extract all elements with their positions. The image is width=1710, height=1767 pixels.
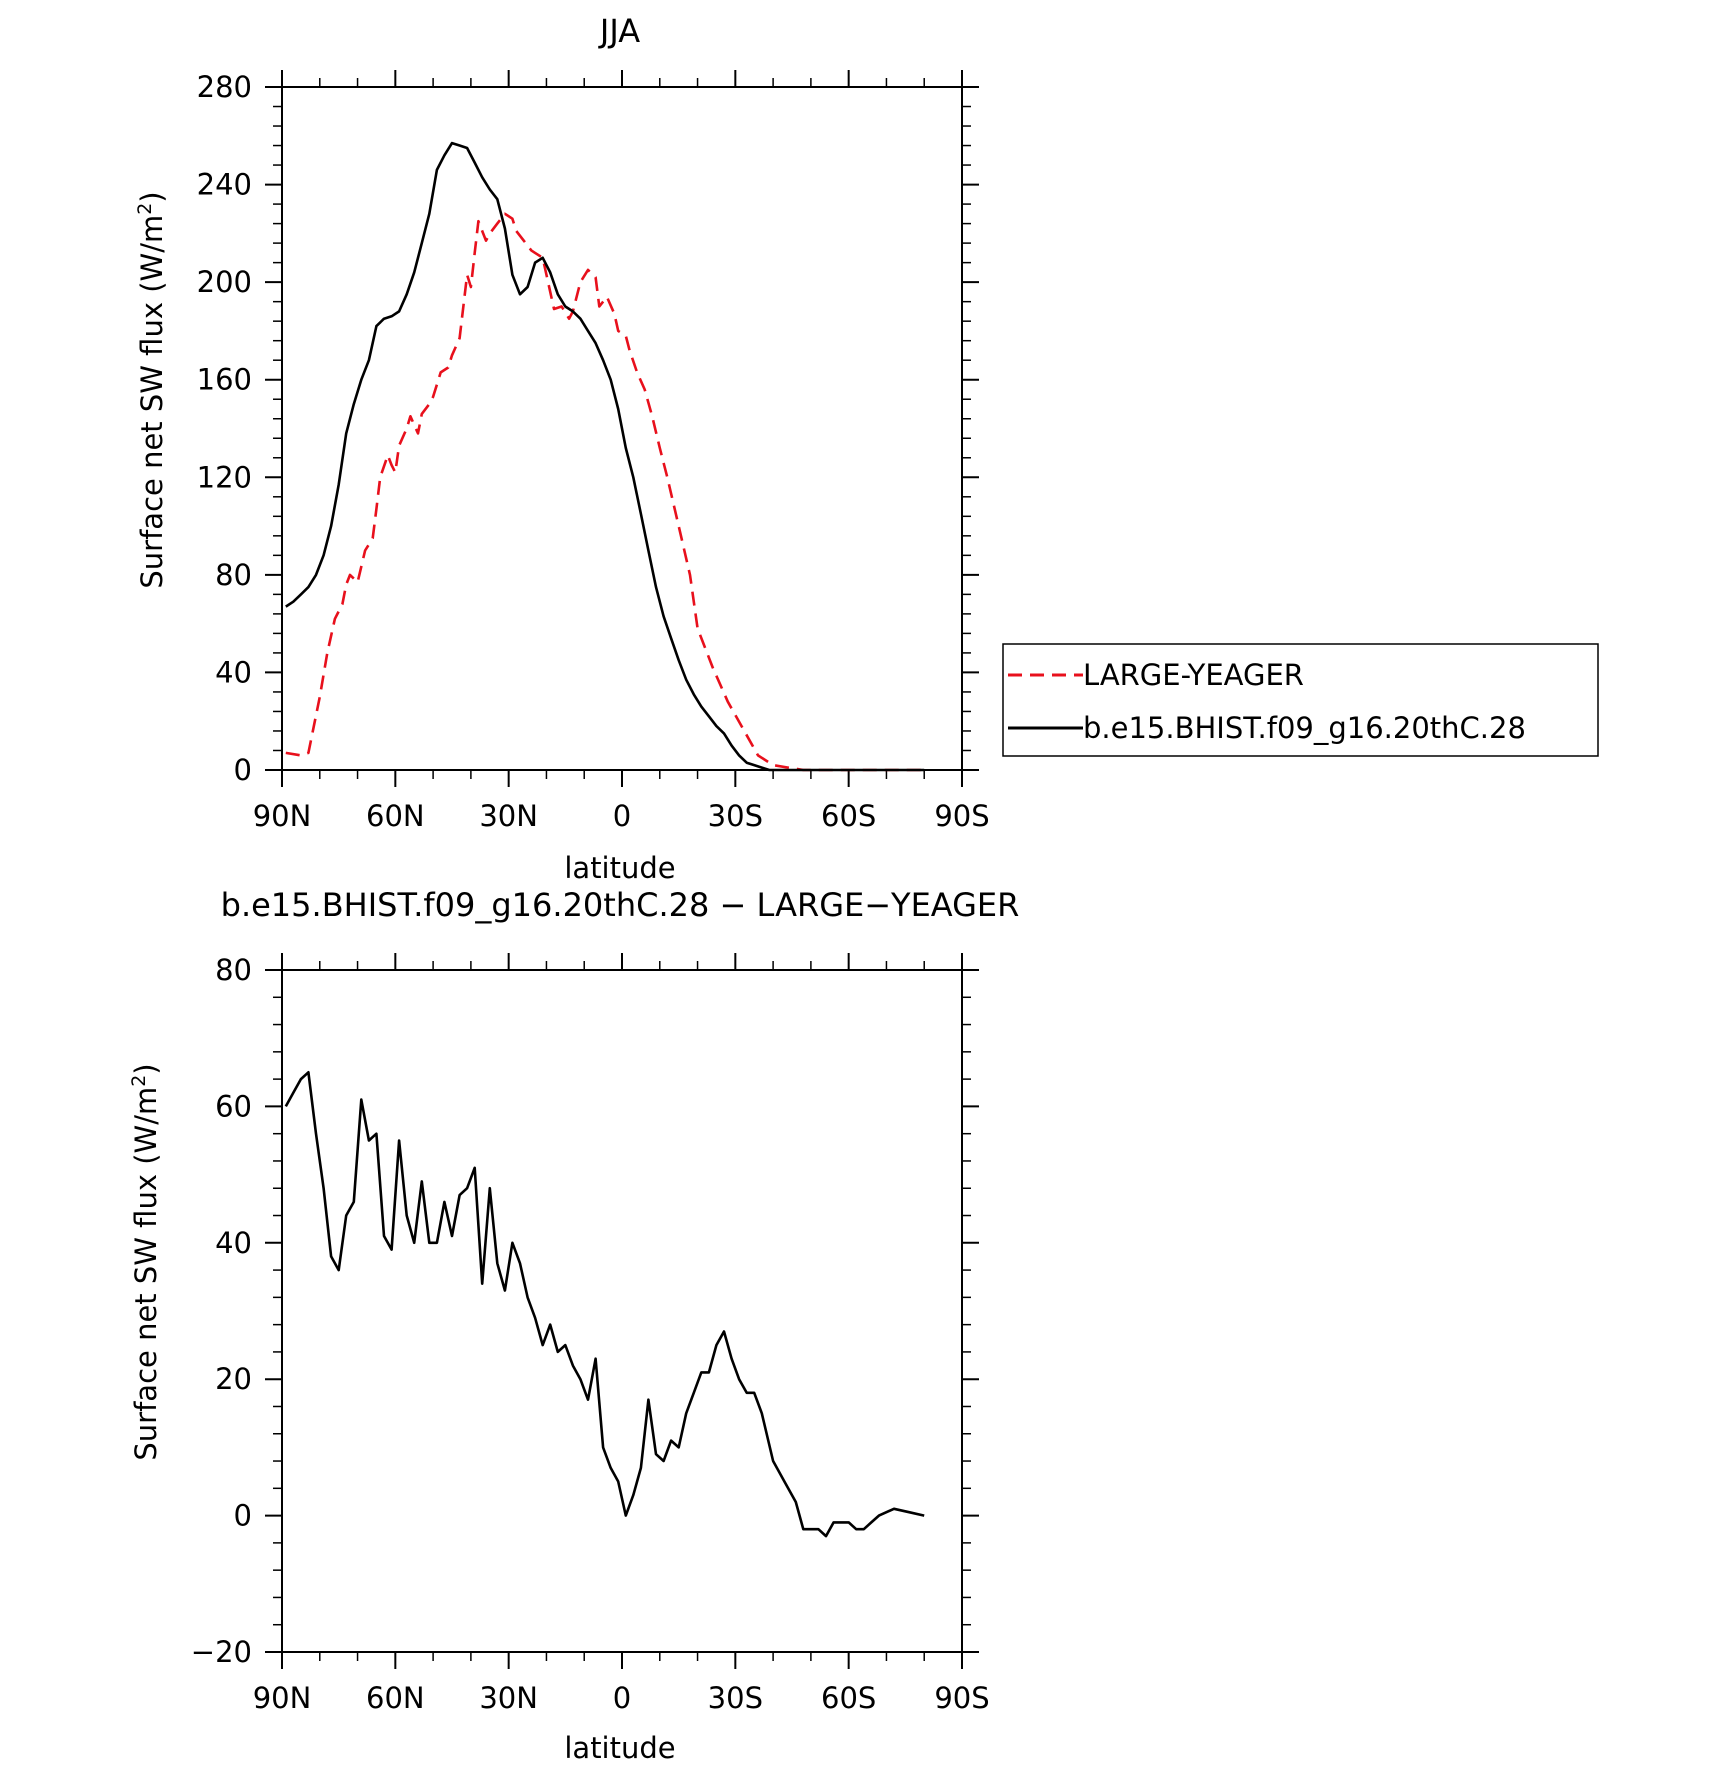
x-tick-label: 60N (366, 799, 425, 833)
y-tick-label: 80 (215, 558, 252, 592)
top-chart-legend: LARGE-YEAGER b.e15.BHIST.f09_g16.20thC.2… (1002, 643, 1599, 757)
x-tick-label: 90N (253, 1681, 312, 1715)
x-tick-label: 30S (708, 799, 763, 833)
x-tick-label: 0 (613, 799, 631, 833)
series-line-0 (285, 212, 925, 772)
bottom-chart-panel: b.e15.BHIST.f09_g16.20thC.28 − LARGE−YEA… (128, 886, 1019, 1765)
top-chart-x-axis-title: latitude (564, 851, 675, 885)
x-tick-label: 30N (479, 1681, 538, 1715)
legend-label-large-yeager: LARGE-YEAGER (1083, 658, 1304, 692)
x-tick-label: 60S (821, 799, 876, 833)
series-line-1 (285, 141, 925, 772)
top-chart-panel: JJA Surface net SW flux (W/m2) latitude … (134, 12, 1599, 885)
y-tick-label: 200 (197, 265, 252, 299)
bottom-chart-x-axis-title: latitude (564, 1731, 675, 1765)
x-tick-label: 60N (366, 1681, 425, 1715)
bottom-chart-title: b.e15.BHIST.f09_g16.20thC.28 − LARGE−YEA… (221, 886, 1020, 924)
y-tick-label: 120 (197, 460, 252, 494)
x-tick-label: 90S (934, 1681, 989, 1715)
x-tick-label: 90N (253, 799, 312, 833)
y-tick-label: 20 (215, 1362, 252, 1396)
legend-box (1002, 643, 1599, 757)
series-line-0 (284, 1071, 925, 1538)
bottom-chart-plot-area: 90N 60N 30N 0 30S 60S 90S −20 0 20 40 60 80 (191, 953, 990, 1715)
top-chart-y-axis-title: Surface net SW flux (W/m2) (134, 191, 169, 588)
top-chart-plot-area: 90N 60N 30N 0 30S 60S 90S 0 40 80 120 160 200 240 280 (197, 70, 990, 833)
x-tick-label: 90S (934, 799, 989, 833)
x-tick-label: 30S (708, 1681, 763, 1715)
y-tick-label: 0 (234, 1499, 252, 1533)
y-tick-label: 60 (215, 1089, 252, 1123)
y-tick-label: 160 (197, 363, 252, 397)
y-tick-label: −20 (191, 1635, 252, 1669)
top-chart-title: JJA (598, 12, 640, 50)
y-tick-label: 40 (215, 655, 252, 689)
x-tick-label: 60S (821, 1681, 876, 1715)
y-tick-label: 240 (197, 168, 252, 202)
x-tick-label: 0 (613, 1681, 631, 1715)
legend-label-bhist: b.e15.BHIST.f09_g16.20thC.28 (1083, 711, 1526, 745)
y-tick-label: 80 (215, 953, 252, 987)
bottom-chart-y-axis-title: Surface net SW flux (W/m2) (128, 1063, 163, 1460)
y-tick-label: 40 (215, 1226, 252, 1260)
y-tick-label: 280 (197, 70, 252, 104)
y-tick-label: 0 (234, 753, 252, 787)
x-tick-label: 30N (479, 799, 538, 833)
